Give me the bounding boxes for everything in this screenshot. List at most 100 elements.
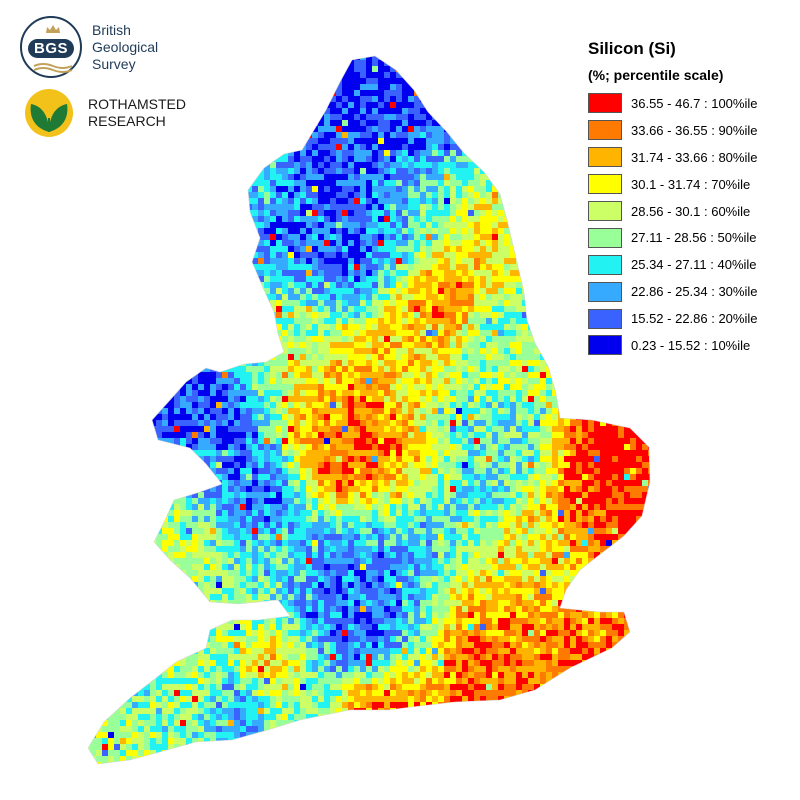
map-cell — [372, 186, 379, 193]
map-cell — [384, 360, 391, 367]
map-cell — [294, 276, 301, 283]
map-cell — [456, 294, 463, 301]
map-cell — [306, 300, 313, 307]
map-cell — [480, 132, 487, 139]
map-cell — [384, 180, 391, 187]
map-cell — [306, 270, 313, 277]
map-cell — [540, 228, 547, 235]
map-cell — [228, 234, 235, 241]
map-cell — [150, 252, 157, 259]
map-cell — [126, 294, 133, 301]
map-cell — [378, 336, 385, 343]
map-cell — [474, 294, 481, 301]
map-cell — [498, 330, 505, 337]
map-cell — [162, 204, 169, 211]
map-cell — [558, 300, 565, 307]
map-cell — [372, 216, 379, 223]
map-cell — [444, 282, 451, 289]
map-cell — [498, 78, 505, 85]
map-cell — [474, 180, 481, 187]
map-cell — [156, 276, 163, 283]
map-cell — [522, 56, 529, 61]
map-cell — [564, 222, 571, 229]
map-cell — [438, 306, 445, 313]
map-cell — [420, 300, 427, 307]
map-cell — [570, 132, 577, 139]
map-cell — [408, 360, 415, 367]
map-cell — [390, 246, 397, 253]
map-cell — [88, 228, 91, 235]
map-cell — [258, 180, 265, 187]
map-cell — [270, 102, 277, 109]
map-cell — [162, 318, 169, 325]
map-cell — [228, 78, 235, 85]
map-cell — [462, 318, 469, 325]
map-cell — [576, 180, 583, 187]
map-cell — [408, 126, 415, 133]
map-cell — [522, 360, 529, 367]
map-cell — [216, 288, 223, 295]
map-cell — [540, 198, 547, 205]
map-cell — [234, 126, 241, 133]
map-cell — [528, 60, 535, 67]
map-cell — [534, 276, 541, 283]
map-cell — [294, 96, 301, 103]
map-cell — [174, 228, 181, 235]
map-cell — [180, 258, 187, 265]
map-cell — [450, 294, 457, 301]
map-cell — [96, 216, 103, 223]
map-cell — [438, 84, 445, 91]
map-cell — [450, 234, 457, 241]
map-cell — [498, 360, 505, 367]
map-cell — [300, 288, 307, 295]
map-cell — [516, 276, 523, 283]
map-cell — [516, 324, 523, 331]
map-cell — [180, 240, 187, 247]
map-cell — [210, 234, 217, 241]
map-cell — [468, 210, 475, 217]
map-cell — [456, 162, 463, 169]
map-cell — [420, 180, 427, 187]
map-cell — [552, 342, 559, 349]
map-cell — [570, 210, 577, 217]
map-cell — [480, 96, 487, 103]
map-cell — [246, 234, 253, 241]
map-cell — [570, 288, 577, 295]
map-cell — [174, 192, 181, 199]
map-cell — [342, 168, 349, 175]
map-cell — [228, 306, 235, 313]
map-cell — [318, 168, 325, 175]
map-cell — [264, 168, 271, 175]
map-cell — [540, 234, 547, 241]
map-cell — [228, 138, 235, 145]
map-cell — [276, 186, 283, 193]
map-cell — [192, 204, 199, 211]
map-cell — [288, 204, 295, 211]
map-cell — [348, 56, 355, 61]
map-cell — [336, 120, 343, 127]
map-cell — [324, 294, 331, 301]
map-cell — [564, 342, 571, 349]
map-cell — [234, 246, 241, 253]
map-cell — [528, 108, 535, 115]
map-cell — [552, 312, 559, 319]
map-cell — [102, 348, 109, 355]
map-cell — [186, 180, 193, 187]
map-cell — [312, 84, 319, 91]
map-cell — [126, 330, 133, 337]
map-cell — [522, 288, 529, 295]
map-cell — [144, 240, 151, 247]
map-cell — [174, 174, 181, 181]
map-cell — [360, 204, 367, 211]
map-cell — [450, 306, 457, 313]
map-cell — [522, 102, 529, 109]
map-cell — [294, 336, 301, 343]
map-cell — [240, 162, 247, 169]
map-cell — [528, 84, 535, 91]
map-cell — [240, 336, 247, 343]
map-cell — [204, 144, 211, 151]
map-cell — [576, 56, 583, 61]
map-cell — [336, 336, 343, 343]
map-cell — [378, 312, 385, 319]
map-cell — [150, 156, 157, 163]
